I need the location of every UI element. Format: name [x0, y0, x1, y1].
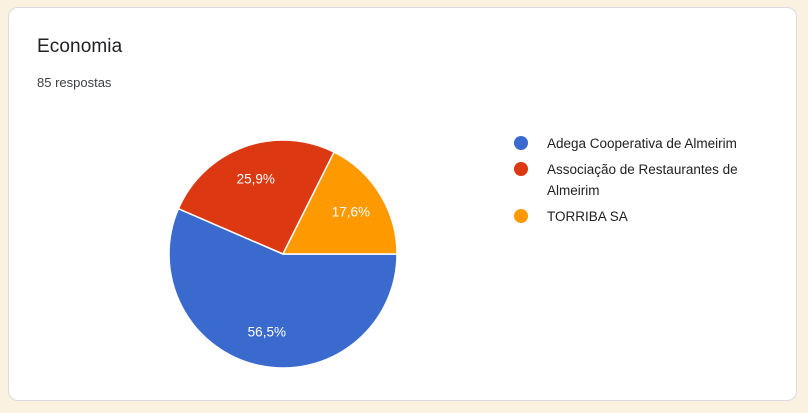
chart-legend: Adega Cooperativa de Almeirim Associação…: [514, 133, 782, 227]
question-summary-card: Economia 85 respostas 56,5% 25,9% 17,6% Ad…: [8, 7, 797, 401]
pie-slice[interactable]: [282, 151, 398, 255]
pie-slice-percentage-label: 17,6%: [332, 205, 370, 220]
legend-item: Associação de Restaurantes de Almeirim: [514, 159, 782, 201]
legend-item: TORRIBA SA: [514, 206, 782, 227]
pie-slice[interactable]: [177, 139, 335, 255]
pie-slice-percentage-label: 56,5%: [248, 325, 286, 340]
pie-slice[interactable]: [168, 207, 398, 369]
legend-label: Associação de Restaurantes de Almeirim: [547, 162, 738, 198]
question-title: Economia: [37, 36, 123, 57]
legend-item: Adega Cooperativa de Almeirim: [514, 133, 782, 154]
legend-color-dot: [514, 162, 528, 176]
legend-color-dot: [514, 136, 528, 150]
responses-count: 85 respostas: [37, 75, 112, 90]
legend-label: TORRIBA SA: [547, 209, 628, 224]
pie-chart: 56,5% 25,9% 17,6%: [168, 139, 398, 369]
legend-color-dot: [514, 209, 528, 223]
legend-label: Adega Cooperativa de Almeirim: [547, 136, 737, 151]
pie-slice-percentage-label: 25,9%: [237, 172, 275, 187]
